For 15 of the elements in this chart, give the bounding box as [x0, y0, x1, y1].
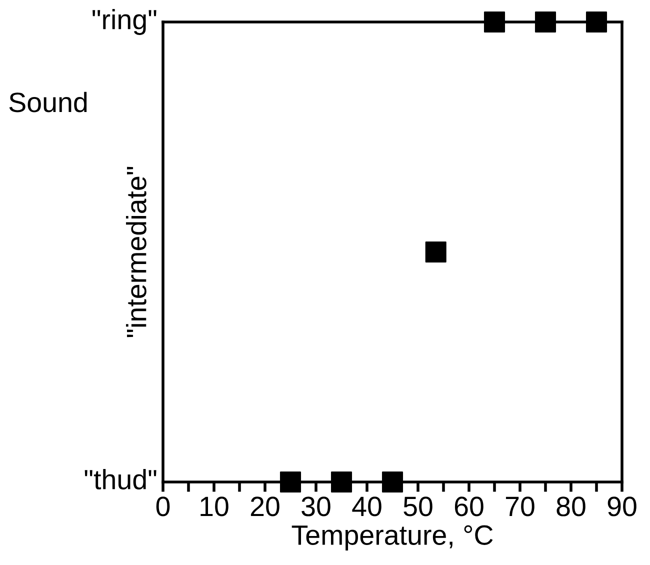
text: "thud": [84, 469, 156, 490]
text: "ring": [92, 9, 156, 35]
x-tick-label: 50: [404, 496, 432, 516]
x-tick-label: 30: [302, 496, 330, 516]
x-tick-label: 70: [506, 496, 534, 516]
text: "intermediate": [126, 166, 146, 338]
x-tick-label: 80: [556, 496, 586, 516]
x-tick-label: 40: [352, 496, 382, 516]
x-tick-label: 60: [454, 496, 484, 516]
x-tick-label: 0: [156, 496, 170, 516]
x-axis-title: Temperature, °C: [292, 525, 493, 550]
x-tick-label: 90: [608, 496, 636, 516]
x-tick-label: 10: [200, 496, 228, 516]
x-tick-label: 20: [250, 496, 280, 516]
y-axis-title: Sound: [9, 92, 87, 112]
